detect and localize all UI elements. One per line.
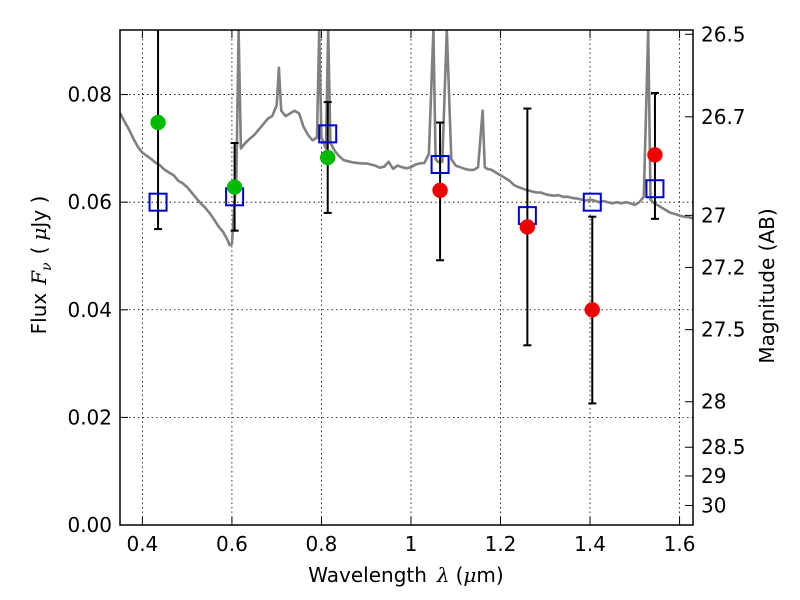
model-square-marker: [430, 155, 450, 175]
x-tick-label: 0.6: [216, 532, 248, 556]
right-tick-label: 27.5: [701, 318, 746, 342]
right-tick-label: 26.5: [701, 22, 746, 46]
right-tick-label: 30: [701, 493, 726, 517]
green-data-point: [319, 149, 336, 166]
x-tick-label: 1.2: [485, 532, 517, 556]
x-tick-label: 0.8: [306, 532, 338, 556]
model-square-marker: [645, 179, 665, 199]
right-axis-label: Magnitude (AB): [755, 208, 779, 363]
right-tick-label: 26.7: [701, 105, 746, 129]
right-tick-label: 28.5: [701, 435, 746, 459]
red-data-point: [432, 182, 448, 199]
right-tick-label: 28: [701, 390, 726, 414]
right-tick-label: 27: [701, 203, 726, 227]
x-axis-label: Wavelength λ (μm): [308, 563, 503, 587]
red-data-point: [647, 147, 663, 163]
y-tick-label: 0.00: [67, 513, 112, 537]
red-data-point: [519, 219, 536, 235]
spectrum-line: [120, 30, 693, 247]
green-data-point: [150, 114, 166, 131]
right-tick-label: 29: [701, 464, 726, 488]
data-points: [148, 114, 665, 318]
model-square-marker: [148, 192, 168, 212]
x-tick-label: 1: [405, 532, 418, 556]
red-data-point: [584, 302, 601, 318]
right-tick-label: 27.2: [701, 255, 746, 279]
y-tick-label: 0.08: [67, 83, 112, 107]
plot-frame: [119, 29, 694, 526]
y-axis-label: FluxFν(μJy ): [27, 196, 55, 335]
gridlines: [120, 30, 693, 525]
model-square-marker: [582, 192, 602, 212]
green-data-point: [226, 179, 243, 195]
axis-ticks: 0.4 0.6 0.8 1 1.2 1.4 1.6 0.00 0.02 0.04 0.06 0.08 2…: [67, 22, 745, 556]
x-tick-label: 0.4: [126, 532, 158, 556]
model-spectrum: [120, 30, 693, 247]
y-tick-label: 0.04: [67, 298, 112, 322]
y-tick-label: 0.06: [67, 190, 112, 214]
x-tick-label: 1.4: [574, 532, 606, 556]
y-tick-label: 0.02: [67, 405, 112, 429]
x-tick-label: 1.6: [664, 532, 696, 556]
model-square-marker: [318, 124, 338, 144]
